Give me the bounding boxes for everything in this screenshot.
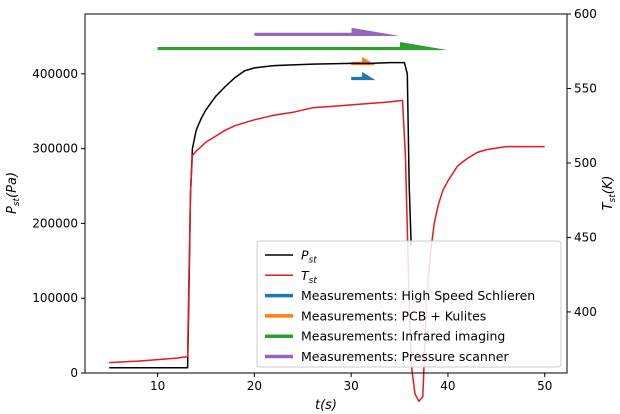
legend-entry-label: Measurements: Pressure scanner xyxy=(301,349,509,364)
y-left-tick-label: 400000 xyxy=(32,67,78,81)
y-right-tick-label: 500 xyxy=(574,156,597,170)
legend-entry-symbol: T xyxy=(301,268,310,283)
x-tick-label: 20 xyxy=(247,379,262,393)
legend-entry-symbol: P xyxy=(301,248,309,263)
plot-area xyxy=(109,27,545,403)
legend-box xyxy=(256,240,562,368)
measurement-range-bar xyxy=(351,71,376,81)
y-axis-right-label-subscript: st xyxy=(608,194,618,203)
series-line xyxy=(109,99,545,403)
y-right-tick-label: 450 xyxy=(574,230,597,244)
y-left-tick-label: 100000 xyxy=(32,291,78,305)
legend-entry-label: Pst xyxy=(301,248,317,266)
y-axis-right-label-unit: (K) xyxy=(601,176,616,195)
y-axis-left-label-symbol: P xyxy=(5,206,20,214)
y-axis-right-label: Tst(K) xyxy=(601,176,618,211)
legend-entry-label: Measurements: High Speed Schlieren xyxy=(301,288,535,303)
y-axis-left-label-unit: (Pa) xyxy=(5,172,20,198)
measurement-range-bar xyxy=(157,41,448,51)
legend-entry-label: Measurements: PCB + Kulites xyxy=(301,308,486,323)
axes: 10 20 30 40 50010000020000030000040000040045… xyxy=(32,7,597,393)
y-axis-left-label: Pst(Pa) xyxy=(5,172,22,214)
measurement-range-bar xyxy=(254,27,400,36)
y-left-tick-label: 200000 xyxy=(32,216,78,230)
legend-entry-subscript: st xyxy=(309,276,318,286)
y-right-tick-label: 550 xyxy=(574,81,597,95)
x-tick-label: 10 xyxy=(150,379,165,393)
y-left-tick-label: 0 xyxy=(70,366,78,380)
legend-entry-subscript: st xyxy=(309,256,318,266)
y-right-tick-label: 600 xyxy=(574,7,597,21)
x-tick-label: 50 xyxy=(537,379,552,393)
plot-frame xyxy=(84,13,568,374)
x-axis-label: t(s) xyxy=(315,398,337,413)
legend-entry-label: Measurements: Infrared imaging xyxy=(301,329,505,344)
y-right-tick-label: 400 xyxy=(574,305,597,319)
legend-entry-label: Tst xyxy=(301,268,317,286)
y-axis-left-label-subscript: st xyxy=(12,197,22,206)
x-tick-label: 40 xyxy=(440,379,455,393)
x-tick-label: 30 xyxy=(344,379,359,393)
y-axis-right-label-symbol: T xyxy=(601,201,616,210)
y-left-tick-label: 300000 xyxy=(32,142,78,156)
